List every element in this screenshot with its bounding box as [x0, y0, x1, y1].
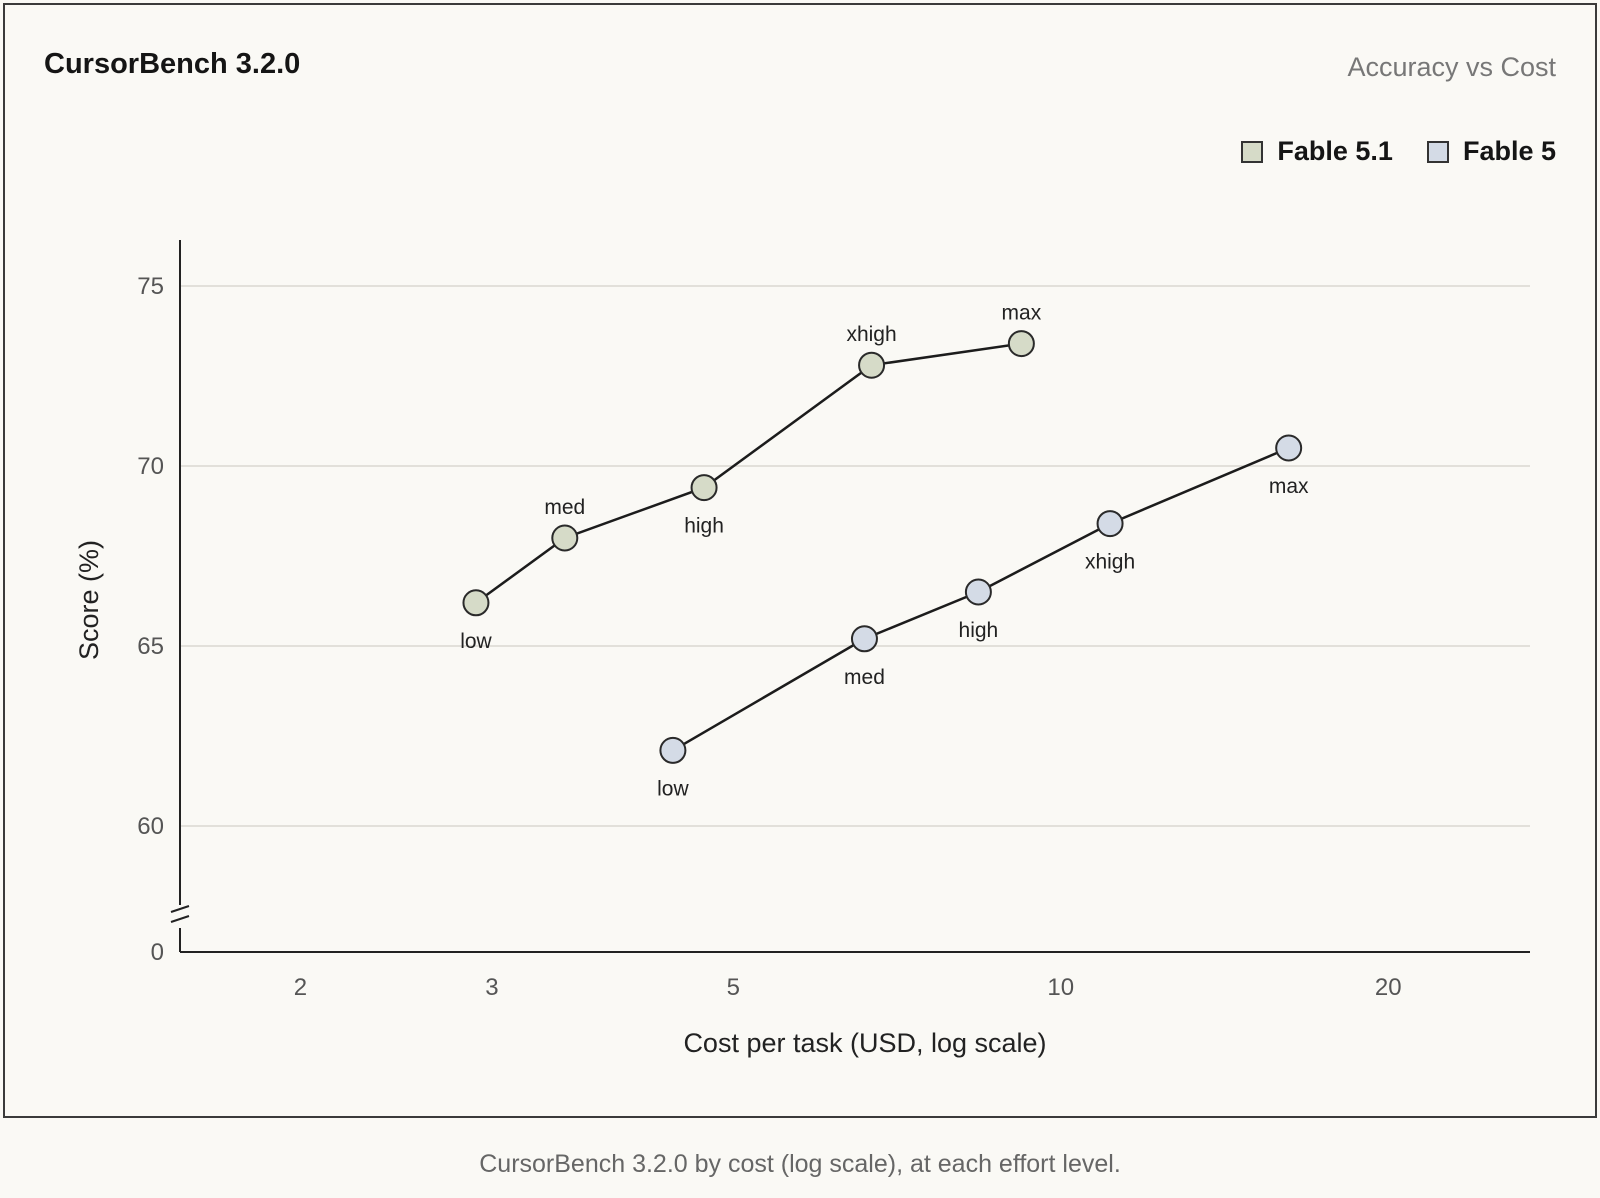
data-label: max	[1002, 302, 1042, 325]
data-point	[659, 736, 687, 764]
x-tick-label: 20	[1375, 974, 1402, 1001]
y-tick-label: 60	[137, 813, 164, 840]
data-point	[1096, 510, 1124, 538]
data-label: low	[657, 777, 689, 800]
data-label: low	[460, 630, 492, 653]
y-tick-label: 75	[137, 273, 164, 300]
legend: Fable 5.1 Fable 5	[1241, 136, 1556, 167]
data-point	[1007, 330, 1035, 358]
legend-swatch	[1426, 140, 1449, 163]
data-point	[858, 351, 886, 379]
data-label: high	[684, 515, 724, 538]
figure-caption: CursorBench 3.2.0 by cost (log scale), a…	[479, 1150, 1121, 1178]
y-tick-label-break: 0	[151, 939, 164, 966]
data-label: xhigh	[1085, 551, 1135, 574]
legend-label: Fable 5	[1462, 136, 1556, 166]
data-point	[850, 625, 878, 653]
chart-subtitle: Accuracy vs Cost	[1347, 52, 1556, 82]
series-line-0	[475, 342, 1022, 604]
x-tick-label: 5	[727, 974, 740, 1001]
legend-label: Fable 5.1	[1277, 136, 1393, 166]
chart-plot: 60 65 70 75 0 2 3 5 10 20 Cost per task (USD, log …	[74, 240, 1530, 1058]
chart-frame	[3, 3, 1597, 1118]
legend-item-fable-5-1: Fable 5.1	[1241, 136, 1393, 167]
data-label: med	[544, 496, 585, 519]
x-tick-label: 10	[1047, 974, 1074, 1001]
data-point	[690, 474, 718, 502]
y-tick-label: 70	[137, 453, 164, 480]
legend-item-fable-5: Fable 5	[1426, 136, 1556, 167]
data-point	[964, 578, 992, 606]
y-axis-break-icon	[170, 905, 190, 923]
data-label: high	[959, 619, 999, 642]
data-point	[551, 524, 579, 552]
legend-swatch	[1241, 140, 1264, 163]
x-tick-label: 2	[294, 974, 307, 1001]
data-label: xhigh	[846, 323, 896, 346]
data-label: med	[844, 666, 885, 689]
data-point	[1275, 434, 1303, 462]
y-axis-title: Score (%)	[74, 540, 104, 660]
data-point	[462, 589, 490, 617]
y-tick-label: 65	[137, 633, 164, 660]
data-label: max	[1269, 475, 1309, 498]
x-axis-title: Cost per task (USD, log scale)	[683, 1028, 1046, 1058]
chart-title: CursorBench 3.2.0	[44, 48, 301, 80]
x-tick-label: 3	[485, 974, 498, 1001]
